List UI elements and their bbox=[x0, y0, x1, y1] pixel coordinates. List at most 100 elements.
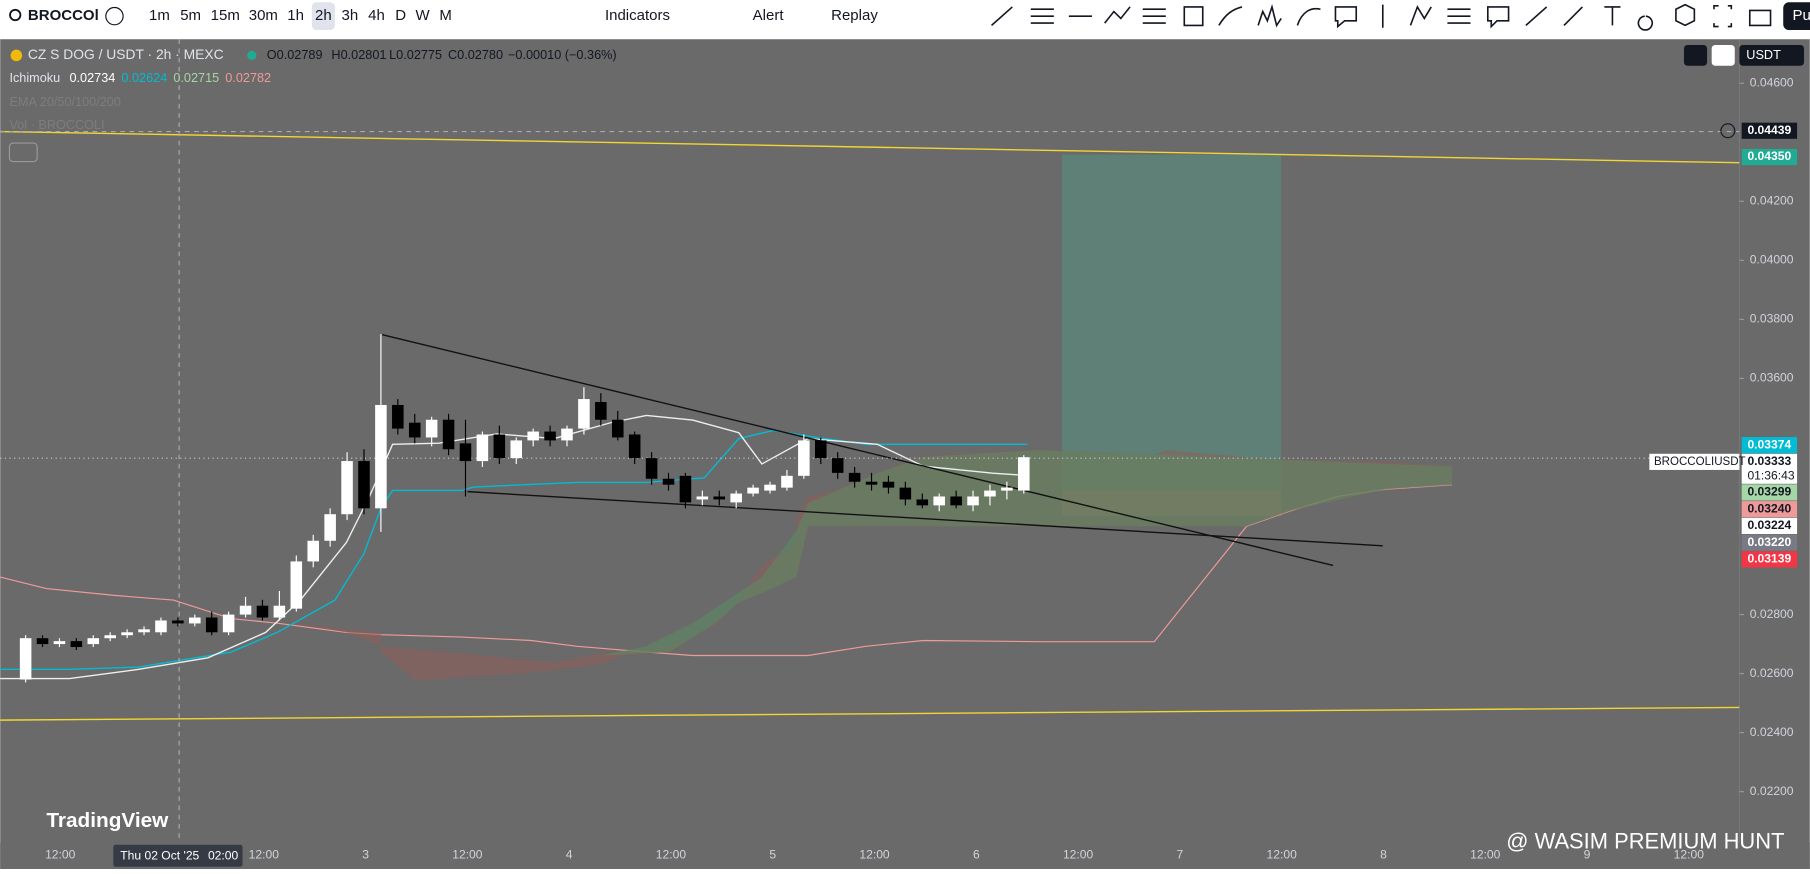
candle-body bbox=[544, 431, 556, 441]
toolbar-items: BROCCOl Indicators Alert Replay Pu bbox=[9, 2, 1810, 31]
candle-body bbox=[239, 605, 252, 615]
add-alert[interactable] bbox=[1720, 123, 1736, 139]
y-tick-label: 0.04000 bbox=[1750, 253, 1794, 267]
timeframe[interactable]: 5m bbox=[180, 7, 201, 24]
timeframe[interactable]: 1h bbox=[287, 7, 304, 24]
candle-body bbox=[781, 475, 793, 488]
add-symbol[interactable] bbox=[105, 6, 124, 26]
candle-body bbox=[916, 499, 929, 506]
x-tick-label: 6 bbox=[973, 847, 980, 861]
scroll-btn[interactable] bbox=[1683, 45, 1708, 66]
price-badge-label: 0.03240 bbox=[1747, 501, 1791, 515]
target-zone bbox=[1061, 154, 1282, 491]
currency-btn[interactable] bbox=[1739, 45, 1805, 66]
publish-btn[interactable] bbox=[1783, 2, 1810, 31]
replay[interactable]: Replay bbox=[831, 7, 878, 24]
wedge-upper bbox=[382, 334, 1334, 567]
ohlc-low: L0.02775 bbox=[389, 48, 442, 62]
candle-body bbox=[341, 461, 353, 515]
candle-body bbox=[679, 475, 692, 503]
price-badge-label: 0.03139 bbox=[1747, 552, 1791, 566]
top-right: USDT bbox=[1683, 45, 1805, 66]
candle-body bbox=[747, 487, 759, 494]
collapse-btn[interactable] bbox=[8, 142, 38, 163]
crosshair-time: Thu 02 Oct '25 bbox=[120, 849, 199, 863]
timeframe[interactable]: 3h bbox=[342, 7, 359, 24]
countdown: 01:36:43 bbox=[1747, 468, 1794, 482]
candle-body bbox=[628, 434, 641, 459]
chart-area bbox=[0, 39, 1810, 869]
price-badge-label: 0.03299 bbox=[1747, 485, 1791, 499]
candle-body bbox=[121, 632, 133, 636]
candle-body bbox=[442, 419, 455, 450]
x-tick-label: 9 bbox=[1584, 847, 1591, 861]
y-tick-label: 0.03800 bbox=[1750, 312, 1794, 326]
candle-body bbox=[408, 422, 421, 438]
candle-body bbox=[510, 440, 523, 459]
candle-body bbox=[70, 641, 83, 648]
currency[interactable]: USDT bbox=[1746, 48, 1781, 62]
drawing-tools[interactable] bbox=[991, 3, 1772, 31]
timeframe[interactable]: 15m bbox=[211, 7, 240, 24]
candle-body bbox=[138, 629, 150, 633]
publish[interactable]: Pu bbox=[1792, 7, 1810, 24]
tenkan bbox=[0, 414, 1028, 680]
layout-btn[interactable] bbox=[1711, 45, 1735, 66]
candle-body bbox=[324, 514, 336, 541]
price-badge-label: 0.03333 bbox=[1747, 454, 1791, 468]
candle-body bbox=[984, 490, 996, 497]
y-tick-label: 0.02600 bbox=[1750, 666, 1794, 680]
candle-body bbox=[967, 496, 979, 506]
price-badge bbox=[1741, 551, 1798, 568]
candle-body bbox=[764, 484, 776, 491]
x-tick-label: 12:00 bbox=[249, 847, 280, 861]
indicators[interactable]: Indicators bbox=[605, 7, 670, 24]
price-badge bbox=[1741, 534, 1798, 551]
x-tick-label: 12:00 bbox=[656, 847, 687, 861]
timeframe[interactable]: 30m bbox=[249, 7, 278, 24]
candle-body bbox=[696, 496, 709, 500]
timeframe[interactable]: 2h bbox=[315, 7, 332, 24]
crosshair-time-box bbox=[113, 844, 243, 867]
x-tick-label: 4 bbox=[566, 847, 573, 861]
symbol[interactable]: BROCCOl bbox=[28, 7, 99, 24]
candle-body bbox=[425, 419, 438, 438]
candle-body bbox=[815, 440, 827, 459]
price-badge-label: 0.03224 bbox=[1747, 518, 1791, 532]
candles bbox=[19, 334, 1030, 683]
timeframe[interactable]: D bbox=[395, 7, 406, 24]
candle-body bbox=[476, 434, 489, 462]
candle-body bbox=[882, 481, 895, 488]
price-badge bbox=[1741, 148, 1798, 166]
candle-body bbox=[933, 496, 945, 506]
candle-body bbox=[611, 419, 624, 438]
price-badge bbox=[1741, 453, 1798, 470]
vol-label: Vol · BROCCOLI bbox=[9, 118, 104, 132]
timeframe[interactable]: 1m bbox=[149, 7, 170, 24]
x-tick-label: 12:00 bbox=[1267, 847, 1298, 861]
candle-body bbox=[662, 478, 675, 485]
candle-body bbox=[1018, 457, 1030, 491]
search-icon[interactable] bbox=[9, 8, 22, 22]
alert[interactable]: Alert bbox=[753, 7, 785, 24]
x-tick-label: 7 bbox=[1177, 847, 1184, 861]
candle-body bbox=[950, 496, 962, 506]
plot bbox=[0, 39, 1740, 843]
candle-body bbox=[713, 496, 726, 500]
y-tick-label: 0.04600 bbox=[1750, 75, 1794, 89]
candle-body bbox=[730, 493, 742, 503]
timeframe[interactable]: 4h bbox=[368, 7, 385, 24]
kijun bbox=[0, 429, 1028, 671]
symbol-label-box bbox=[1649, 453, 1740, 470]
timeframe[interactable]: W bbox=[416, 7, 431, 24]
timeframe[interactable]: M bbox=[439, 7, 452, 24]
candle-body bbox=[205, 617, 218, 633]
ohlc-close: C0.02780 bbox=[448, 48, 503, 62]
candle-body bbox=[375, 404, 387, 509]
candle-body bbox=[273, 605, 286, 618]
price-badge bbox=[1741, 501, 1798, 518]
crosshair-price-box bbox=[1741, 122, 1798, 139]
ema-label: EMA 20/50/100/200 bbox=[9, 95, 120, 109]
